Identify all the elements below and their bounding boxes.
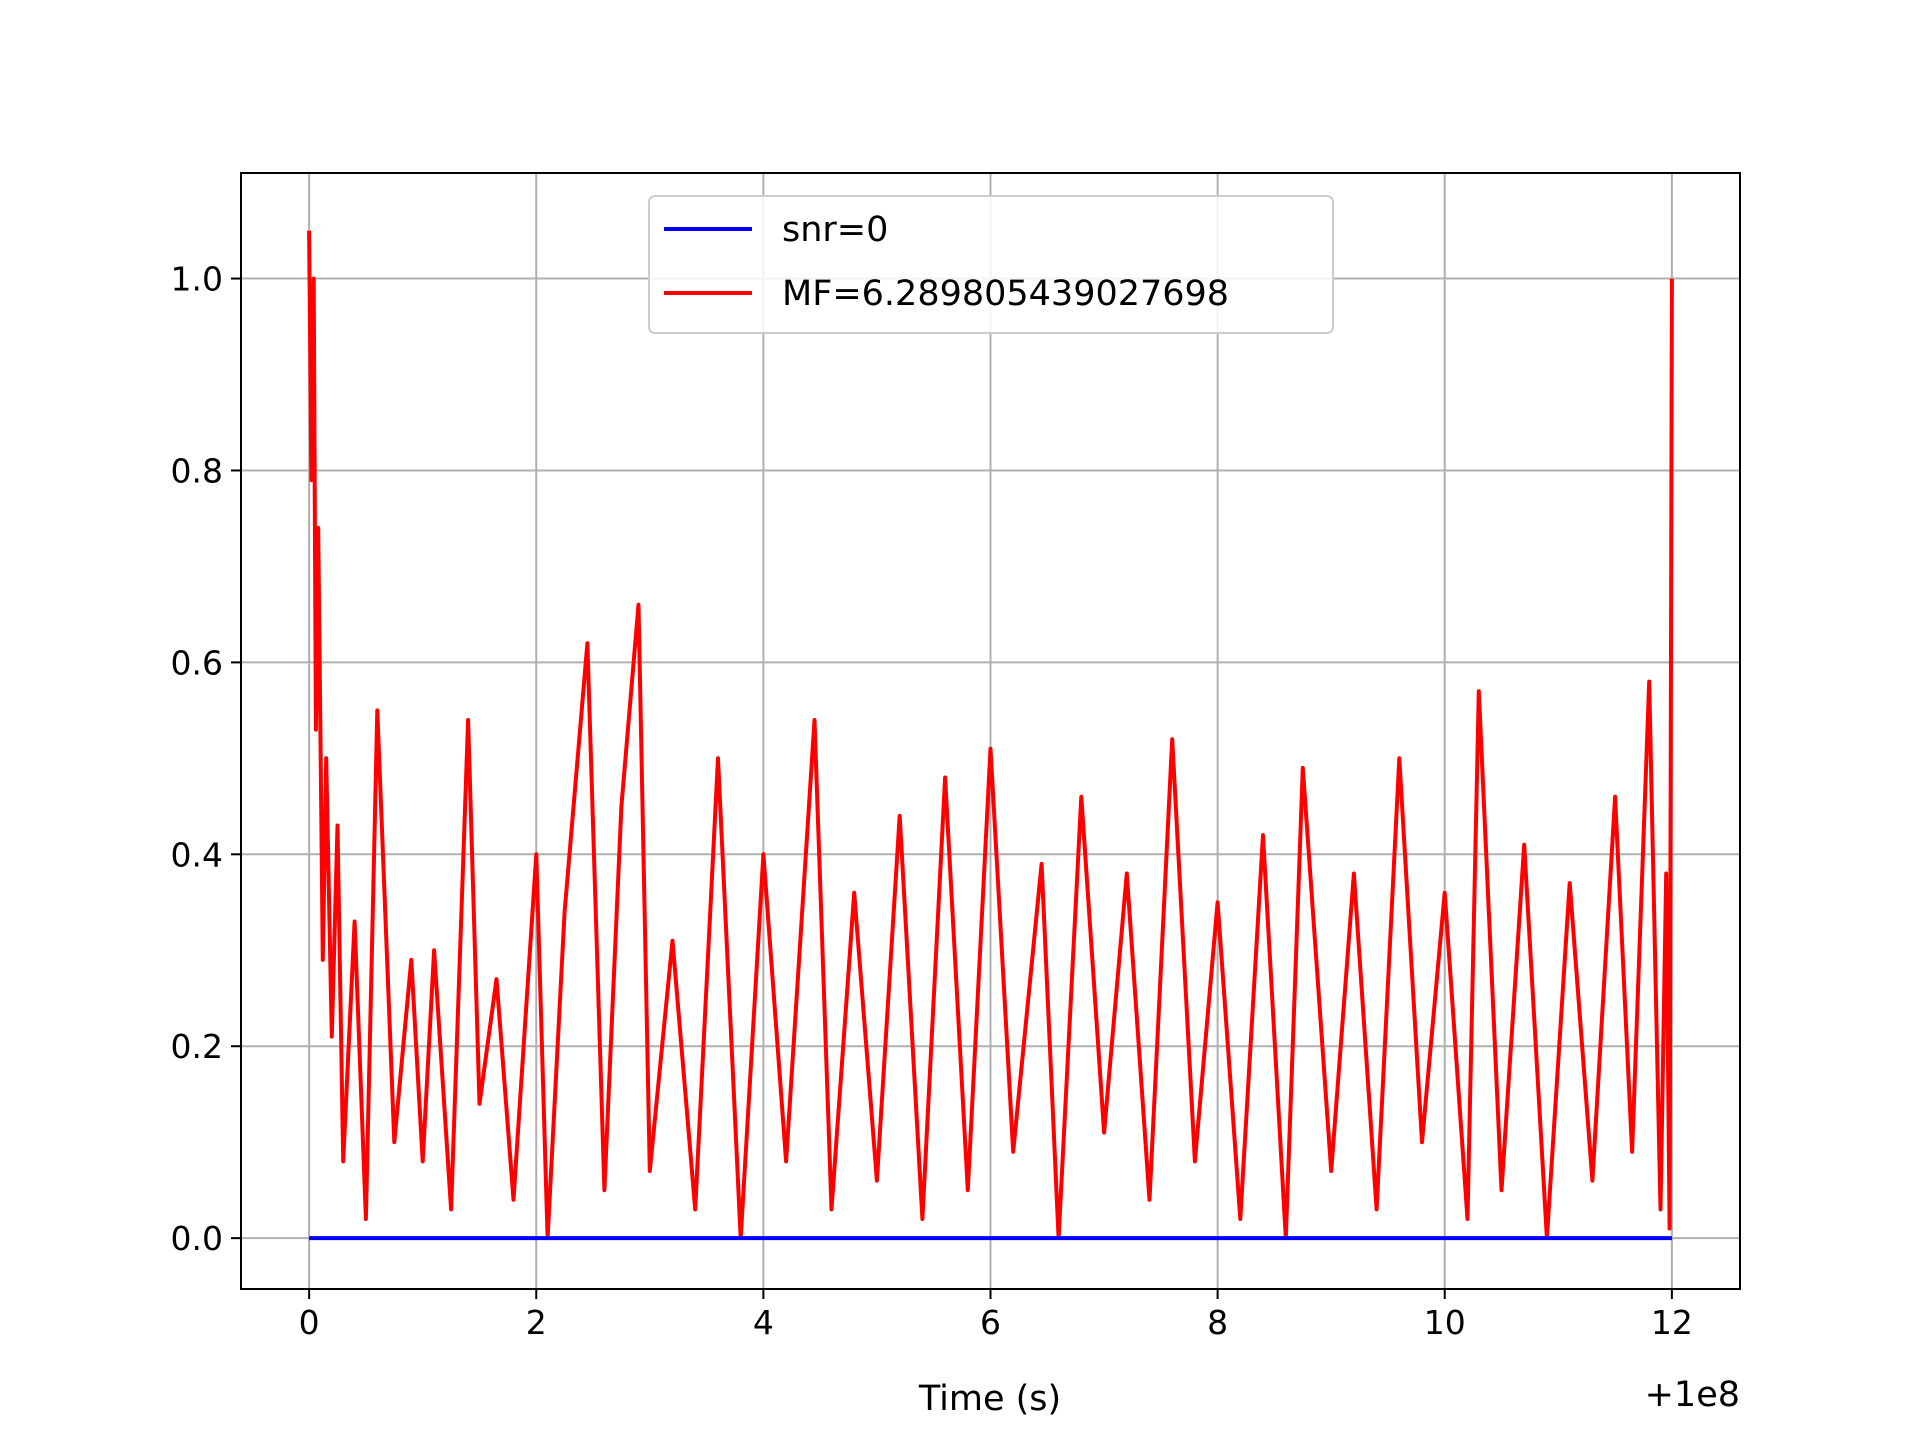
x-tick-label: 0: [299, 1303, 320, 1342]
plot-series: [307, 230, 1674, 1241]
legend-label-snr: snr=0: [782, 210, 888, 250]
x-tick-label: 2: [526, 1303, 547, 1342]
x-axis-offset-label: +1e8: [1645, 1375, 1740, 1415]
legend-box: [648, 195, 1334, 334]
x-axis-label: Time (s): [918, 1379, 1061, 1419]
x-tick-label: 12: [1651, 1303, 1693, 1342]
x-tick-label: 10: [1424, 1303, 1466, 1342]
series-line-mf: [307, 230, 1674, 1241]
y-tick-label: 0.8: [171, 451, 223, 490]
axis-ticks: 0 2 4 6 8 10 12 0.0 0.2 0.4 0.6 0.8 1.0: [171, 260, 1693, 1342]
x-tick-label: 8: [1207, 1303, 1228, 1342]
y-tick-label: 0.4: [171, 835, 223, 874]
y-tick-label: 0.2: [171, 1027, 223, 1066]
y-tick-label: 0.0: [171, 1219, 223, 1258]
legend: snr=0 MF=6.289805439027698: [648, 195, 1334, 334]
y-tick-label: 1.0: [171, 260, 223, 299]
x-tick-label: 4: [753, 1303, 774, 1342]
x-tick-label: 6: [980, 1303, 1001, 1342]
y-tick-label: 0.6: [171, 643, 223, 682]
legend-label-mf: MF=6.289805439027698: [782, 274, 1229, 314]
